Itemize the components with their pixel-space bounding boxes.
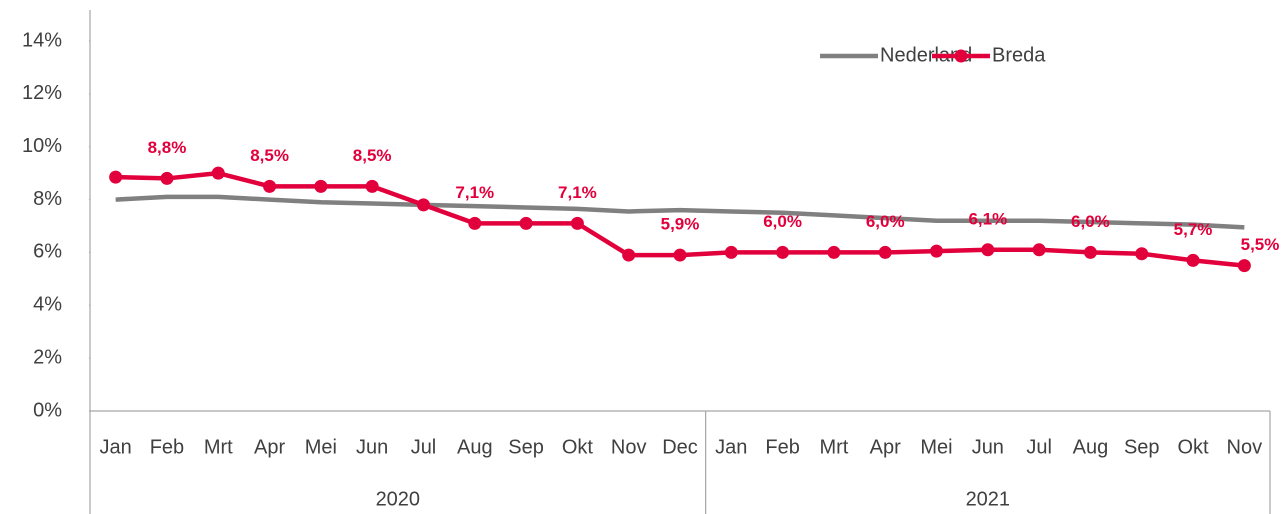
point: [365, 179, 379, 193]
data-label: 6,0%: [866, 212, 905, 231]
point: [827, 245, 841, 259]
legend-label: Breda: [992, 44, 1046, 66]
data-label: 6,0%: [763, 212, 802, 231]
y-tick-label: 6%: [33, 241, 62, 263]
data-label: 8,8%: [148, 138, 187, 157]
data-label: 5,7%: [1174, 220, 1213, 239]
point: [981, 243, 995, 257]
y-tick-label: 14%: [22, 29, 62, 51]
point: [468, 216, 482, 230]
x-tick-label: Mrt: [204, 436, 233, 458]
data-label: 8,5%: [353, 146, 392, 165]
point: [776, 245, 790, 259]
point: [673, 248, 687, 262]
x-tick-label: Mei: [920, 436, 952, 458]
x-tick-label: Mrt: [819, 436, 848, 458]
data-label: 6,0%: [1071, 212, 1110, 231]
y-tick-label: 12%: [22, 82, 62, 104]
point: [878, 245, 892, 259]
point: [570, 216, 584, 230]
point: [211, 166, 225, 180]
legend-label: Nederland: [880, 44, 972, 66]
point: [416, 198, 430, 212]
point: [160, 171, 174, 185]
data-label: 6,1%: [968, 209, 1007, 228]
x-tick-label: Jul: [411, 436, 437, 458]
x-tick-label: Sep: [508, 436, 544, 458]
x-tick-label: Nov: [611, 436, 647, 458]
data-label: 5,5%: [1241, 235, 1280, 254]
x-tick-label: Feb: [765, 436, 799, 458]
point: [622, 248, 636, 262]
y-tick-label: 2%: [33, 346, 62, 368]
point: [1135, 247, 1149, 261]
x-tick-label: Nov: [1227, 436, 1263, 458]
point: [1186, 253, 1200, 267]
point: [109, 170, 123, 184]
x-tick-label: Mei: [305, 436, 337, 458]
x-tick-label: Aug: [1073, 436, 1109, 458]
line-nederland: [115, 194, 1245, 230]
x-tick-label: Feb: [150, 436, 184, 458]
point: [1237, 259, 1251, 273]
group-label: 2020: [376, 488, 421, 510]
x-tick-label: Jun: [972, 436, 1004, 458]
point: [1083, 245, 1097, 259]
x-tick-label: Aug: [457, 436, 493, 458]
y-tick-label: 4%: [33, 294, 62, 316]
legend-marker: [954, 49, 968, 63]
data-label: 7,1%: [455, 183, 494, 202]
point: [724, 245, 738, 259]
y-tick-label: 10%: [22, 135, 62, 157]
data-label: 7,1%: [558, 183, 597, 202]
data-label: 5,9%: [661, 215, 700, 234]
x-tick-label: Apr: [870, 436, 901, 458]
x-tick-label: Jan: [715, 436, 747, 458]
group-label: 2021: [966, 488, 1011, 510]
point: [314, 179, 328, 193]
point: [519, 216, 533, 230]
x-tick-label: Apr: [254, 436, 285, 458]
point: [263, 179, 277, 193]
x-tick-label: Dec: [662, 436, 698, 458]
x-tick-label: Jul: [1026, 436, 1052, 458]
x-tick-label: Okt: [1177, 436, 1209, 458]
x-tick-label: Okt: [562, 436, 594, 458]
point: [930, 244, 944, 258]
x-tick-label: Sep: [1124, 436, 1160, 458]
x-tick-label: Jan: [100, 436, 132, 458]
x-tick-label: Jun: [356, 436, 388, 458]
data-label: 8,5%: [250, 146, 289, 165]
point: [1032, 243, 1046, 257]
y-tick-label: 8%: [33, 188, 62, 210]
y-tick-label: 0%: [33, 399, 62, 421]
